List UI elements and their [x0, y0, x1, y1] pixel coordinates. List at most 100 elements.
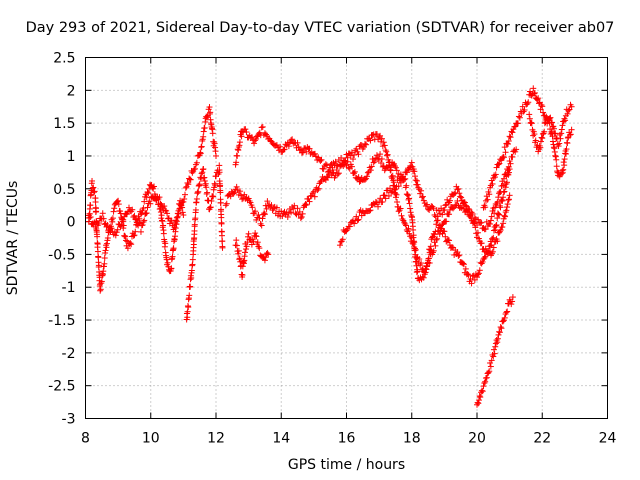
data-point: [297, 215, 304, 222]
data-point: [253, 233, 260, 240]
data-point: [131, 212, 138, 219]
data-point: [492, 171, 499, 178]
data-point: [401, 176, 408, 183]
data-point: [482, 253, 489, 260]
data-point: [479, 258, 486, 265]
data-point: [490, 234, 497, 241]
data-point: [474, 271, 481, 278]
data-point: [474, 399, 481, 406]
data-point: [140, 205, 147, 212]
data-point: [126, 204, 132, 211]
data-point: [252, 208, 259, 215]
data-point: [90, 189, 97, 196]
data-point: [516, 114, 523, 121]
data-point: [553, 135, 560, 142]
data-point: [318, 156, 325, 163]
data-point: [423, 263, 430, 270]
x-tick-label: 8: [81, 431, 90, 447]
data-point: [281, 146, 288, 153]
data-point: [249, 204, 256, 211]
data-point: [505, 138, 512, 145]
data-point: [525, 99, 532, 106]
data-point: [348, 163, 355, 170]
data-point: [560, 166, 567, 173]
data-point: [235, 147, 242, 154]
y-tick-label: -1: [62, 280, 76, 296]
data-point: [504, 171, 511, 178]
y-tick-label: -0.5: [48, 247, 75, 263]
data-point: [180, 198, 187, 205]
data-point: [492, 226, 499, 233]
data-point: [100, 215, 107, 222]
data-point: [515, 113, 522, 120]
data-point: [394, 198, 401, 205]
data-point: [539, 103, 546, 110]
data-point: [96, 220, 103, 227]
data-point: [489, 180, 496, 187]
data-point: [500, 154, 507, 161]
data-point: [410, 241, 417, 248]
data-point: [482, 204, 489, 211]
data-point: [387, 166, 394, 173]
data-point: [509, 129, 516, 136]
data-point: [173, 217, 180, 224]
data-point: [210, 193, 217, 200]
data-point: [288, 137, 295, 144]
data-point: [495, 161, 502, 168]
data-point: [512, 123, 519, 130]
data-point: [558, 130, 565, 137]
data-point: [460, 198, 467, 205]
data-point: [546, 115, 553, 122]
data-point: [454, 249, 461, 256]
data-point: [242, 249, 248, 256]
data-point: [188, 274, 195, 281]
data-point: [368, 163, 375, 170]
data-point: [378, 135, 385, 142]
data-point: [350, 156, 357, 163]
y-tick-label: 2: [67, 83, 76, 99]
data-point: [406, 195, 413, 202]
y-tick-label: -2.5: [48, 379, 75, 395]
axis-ticks: -3 -2.5 -2 -1.5 -1 -0.5 0 0.5 1 1.5 2 2.5 8 10 12 14 16 1…: [48, 51, 616, 447]
data-point: [145, 190, 152, 197]
data-point: [465, 271, 472, 278]
data-point: [487, 363, 494, 370]
data-point: [335, 170, 342, 177]
data-point: [261, 210, 268, 217]
data-point: [504, 179, 511, 186]
data-point: [114, 198, 121, 205]
data-point: [408, 159, 415, 166]
data-point: [496, 202, 503, 209]
data-point: [367, 207, 374, 214]
data-point: [457, 204, 464, 211]
data-point: [380, 139, 387, 146]
data-point: [355, 151, 362, 158]
data-point: [509, 294, 516, 301]
data-point: [475, 235, 482, 242]
data-point: [200, 166, 207, 173]
data-point: [485, 369, 492, 376]
data-point: [302, 201, 309, 208]
data-point: [506, 158, 513, 165]
data-point: [429, 234, 436, 241]
data-point: [424, 260, 431, 267]
data-point: [371, 158, 378, 165]
data-point: [208, 197, 215, 204]
data-point: [519, 103, 526, 110]
data-point: [144, 189, 151, 196]
data-point: [317, 157, 324, 164]
y-tick-label: -1.5: [48, 313, 75, 329]
data-point: [384, 151, 391, 158]
data-point: [565, 107, 572, 114]
data-point: [169, 253, 176, 260]
data-point: [486, 191, 493, 198]
data-point: [450, 205, 457, 212]
data-point: [414, 181, 421, 188]
data-point: [476, 267, 483, 274]
data-point: [492, 222, 499, 229]
data-point: [317, 178, 324, 185]
data-point: [446, 237, 453, 244]
data-point: [416, 256, 423, 263]
data-point: [86, 210, 93, 217]
data-point: [336, 242, 343, 249]
